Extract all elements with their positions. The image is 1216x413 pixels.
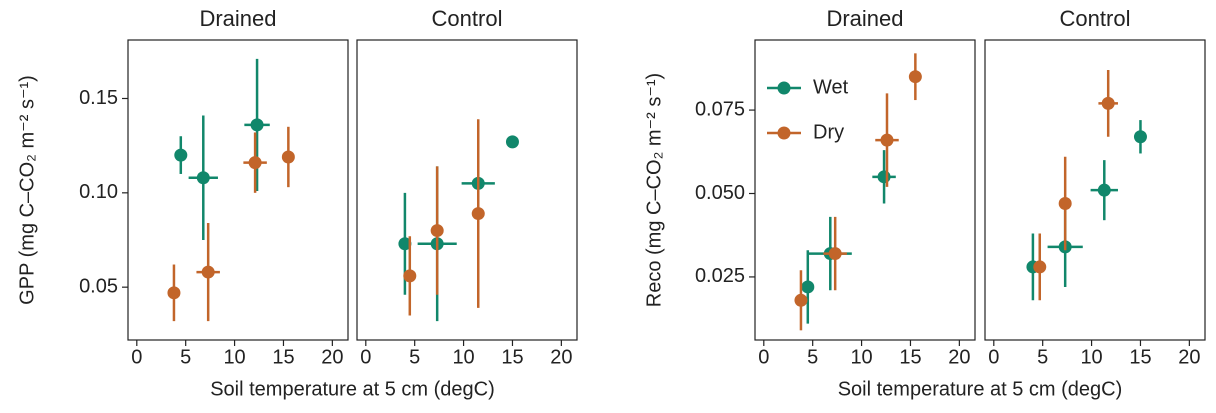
point <box>250 118 264 132</box>
x-tick-label: 0 <box>360 346 371 368</box>
x-tick-label: 0 <box>988 346 999 368</box>
x-tick-label: 10 <box>452 346 474 368</box>
point <box>1033 260 1047 274</box>
x-tick-label: 5 <box>1037 346 1048 368</box>
x-tick-label: 10 <box>850 346 872 368</box>
point <box>430 224 444 238</box>
panel-title: Drained <box>199 6 276 31</box>
y-tick-label: 0.05 <box>79 275 118 297</box>
x-tick-label: 5 <box>180 346 191 368</box>
point <box>167 286 181 300</box>
legend-label: Wet <box>813 76 849 98</box>
point <box>281 150 295 164</box>
panel-frame <box>984 39 1206 341</box>
panel-frame <box>127 39 349 341</box>
legend-marker <box>777 81 791 95</box>
point <box>196 171 210 185</box>
point <box>1133 130 1147 144</box>
point <box>201 265 215 279</box>
legend-label: Dry <box>813 121 844 143</box>
x-tick-label: 0 <box>758 346 769 368</box>
x-tick-label: 20 <box>550 346 572 368</box>
y-tick-label: 0.025 <box>695 265 745 287</box>
x-tick-label: 5 <box>807 346 818 368</box>
x-tick-label: 20 <box>1178 346 1200 368</box>
legend-marker <box>777 126 791 140</box>
point <box>471 207 485 221</box>
point <box>505 135 519 149</box>
x-tick-label: 20 <box>948 346 970 368</box>
panel-title: Drained <box>826 6 903 31</box>
point <box>398 237 412 251</box>
x-tick-label: 15 <box>899 346 921 368</box>
x-axis-label: Soil temperature at 5 cm (degC) <box>210 378 495 400</box>
y-axis-label: Reco (mg C–CO₂ m⁻² s⁻¹) <box>643 73 665 307</box>
point <box>248 156 262 170</box>
y-tick-label: 0.15 <box>79 87 118 109</box>
panel-frame <box>356 39 578 341</box>
x-tick-label: 15 <box>272 346 294 368</box>
point <box>1058 197 1072 211</box>
point <box>880 133 894 147</box>
point <box>174 148 188 162</box>
x-tick-label: 10 <box>223 346 245 368</box>
point <box>1101 96 1115 110</box>
x-tick-label: 15 <box>501 346 523 368</box>
y-tick-label: 0.075 <box>695 98 745 120</box>
panel-title: Control <box>1060 6 1131 31</box>
y-tick-label: 0.050 <box>695 182 745 204</box>
point <box>1097 183 1111 197</box>
x-axis-label: Soil temperature at 5 cm (degC) <box>838 378 1123 400</box>
y-tick-label: 0.10 <box>79 181 118 203</box>
point <box>877 170 891 184</box>
x-tick-label: 5 <box>409 346 420 368</box>
x-tick-label: 0 <box>131 346 142 368</box>
point <box>908 70 922 84</box>
x-tick-label: 15 <box>1129 346 1151 368</box>
x-tick-label: 20 <box>321 346 343 368</box>
panel-frame <box>754 39 976 341</box>
point <box>828 247 842 261</box>
x-tick-label: 10 <box>1080 346 1102 368</box>
point <box>794 293 808 307</box>
point <box>801 280 815 294</box>
y-axis-label: GPP (mg C–CO₂ m⁻² s⁻¹) <box>16 75 38 305</box>
point <box>403 269 417 283</box>
panel-title: Control <box>432 6 503 31</box>
